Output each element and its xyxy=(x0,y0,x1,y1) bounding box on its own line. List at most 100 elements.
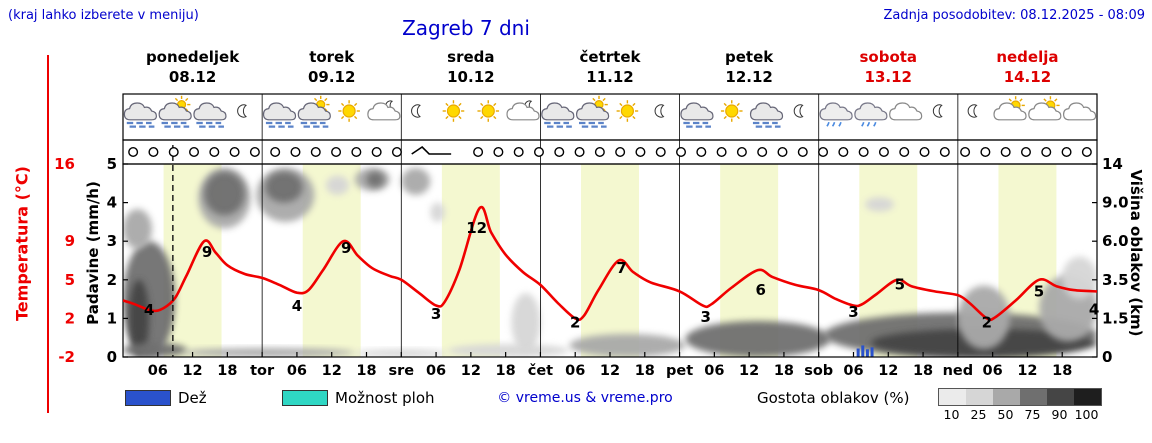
hour-label: 12 xyxy=(739,363,759,379)
day-header-petek[interactable]: petek 12.12 xyxy=(680,47,819,93)
sun-ray xyxy=(619,115,623,120)
sun-ray xyxy=(353,115,358,120)
day-header-nedelja[interactable]: nedelja 14.12 xyxy=(958,47,1097,93)
rain-bar xyxy=(865,349,869,357)
wind-barb xyxy=(411,145,452,155)
hour-label: 18 xyxy=(217,363,237,379)
drizzle-marks xyxy=(861,121,877,127)
precipitation-tick-label: 5 xyxy=(107,155,117,173)
hour-label: 18 xyxy=(496,363,516,379)
day-abbrev-label: sob xyxy=(804,363,833,379)
wind-calm-circle xyxy=(838,146,849,157)
day-date: 12.12 xyxy=(725,68,773,86)
temperature-point-label: 5 xyxy=(895,275,905,293)
cloud-shape xyxy=(749,102,784,121)
day-abbrev-label: tor xyxy=(250,363,275,379)
daylight-band xyxy=(441,164,500,357)
cloud-shape xyxy=(576,102,610,121)
cloud-blob xyxy=(569,333,686,357)
wind-calm-circle xyxy=(473,146,484,157)
wind-calm-circle xyxy=(676,146,687,157)
wind-calm-circle xyxy=(655,146,666,157)
rain-sun-cloud-icon xyxy=(297,95,331,128)
wind-calm-circle xyxy=(513,146,524,157)
sun-cloud-icon xyxy=(993,96,1027,121)
density-swatch-100 xyxy=(1074,389,1101,405)
temperature-point-label: 9 xyxy=(341,239,351,257)
density-tick-label: 25 xyxy=(970,407,987,422)
wind-calm-circle xyxy=(493,146,504,157)
moon-icon xyxy=(967,104,978,118)
temperature-point-label: 2 xyxy=(570,313,580,331)
sun-cloud-icon xyxy=(1028,96,1062,121)
day-abbrev-label: pet xyxy=(666,363,693,379)
menu-hint: (kraj lahko izberete v meniju) xyxy=(8,8,199,23)
cloud-blob xyxy=(325,175,350,195)
wind-calm-circle xyxy=(310,146,321,157)
day-header-četrtek[interactable]: četrtek 11.12 xyxy=(540,47,679,93)
day-date: 08.12 xyxy=(168,68,217,86)
day-header-sreda[interactable]: sreda 10.12 xyxy=(401,47,540,93)
cloud-shape xyxy=(297,102,331,121)
day-abbrev-label: čet xyxy=(528,363,553,379)
wind-calm-circle xyxy=(777,146,788,157)
wind-calm-circle xyxy=(919,146,930,157)
wind-calm-circle xyxy=(189,146,200,157)
cloud-blob xyxy=(1062,256,1097,300)
moon-icon xyxy=(411,104,421,118)
cloud-blob xyxy=(265,171,303,203)
moon-shape xyxy=(411,104,421,118)
sun-ray xyxy=(353,102,358,107)
rain-bar xyxy=(861,345,865,357)
wind-calm-circle xyxy=(209,146,220,157)
temperature-curve xyxy=(123,205,1097,322)
sun-ray xyxy=(445,115,449,120)
sun-icon xyxy=(616,100,639,122)
day-header-torek[interactable]: torek 09.12 xyxy=(262,47,401,93)
day-header-ponedeljek[interactable]: ponedeljek 08.12 xyxy=(123,47,262,93)
density-tick-label: 100 xyxy=(1074,407,1099,422)
cloud-density-scale xyxy=(938,388,1102,406)
sun-ray xyxy=(619,102,623,107)
cloud-blob xyxy=(366,171,384,188)
sun-ray xyxy=(480,102,484,107)
cloud-shape xyxy=(506,102,540,121)
day-header-sobota[interactable]: sobota 13.12 xyxy=(819,47,958,93)
temperature-tick-label: -2 xyxy=(58,348,75,366)
drizzle-cloud-icon xyxy=(819,102,853,127)
temperature-point-label: 5 xyxy=(1034,282,1044,300)
sun-ray xyxy=(1019,98,1023,102)
density-swatch-90 xyxy=(1047,389,1074,405)
wind-calm-circle xyxy=(1061,146,1072,157)
cloud-moon-icon xyxy=(506,100,540,121)
cloud-blob xyxy=(447,344,570,357)
cloud-shape xyxy=(158,102,192,121)
cloud-blob xyxy=(204,171,245,216)
precipitation-tick-label: 0 xyxy=(107,348,117,366)
wind-calm-circle xyxy=(615,146,626,157)
temperature-point-label: 9 xyxy=(202,243,212,261)
cloud-blob xyxy=(511,293,541,352)
sun-ray xyxy=(445,102,449,107)
copyright-link[interactable]: © vreme.us & vreme.pro xyxy=(497,390,673,406)
day-name: ponedeljek xyxy=(145,48,240,66)
rain-cloud-icon xyxy=(541,102,575,128)
density-swatch-10 xyxy=(939,389,966,405)
hour-label: 12 xyxy=(878,363,898,379)
cloud-blob xyxy=(123,342,187,357)
wind-calm-circle xyxy=(533,146,544,157)
left-red-axis-line xyxy=(47,55,49,413)
sun-disc xyxy=(342,104,356,118)
cloud-moon-icon xyxy=(367,100,401,121)
moon-icon xyxy=(932,104,943,118)
density-tick-label: 50 xyxy=(997,407,1014,422)
sun-disc xyxy=(481,104,495,118)
hour-label: 18 xyxy=(356,363,376,379)
sun-ray xyxy=(480,115,484,120)
density-tick-label: 10 xyxy=(943,407,960,422)
wind-calm-circle xyxy=(716,146,727,157)
temperature-point-label: 3 xyxy=(431,305,441,323)
sun-ray xyxy=(592,97,596,102)
day-date: 09.12 xyxy=(307,68,356,86)
